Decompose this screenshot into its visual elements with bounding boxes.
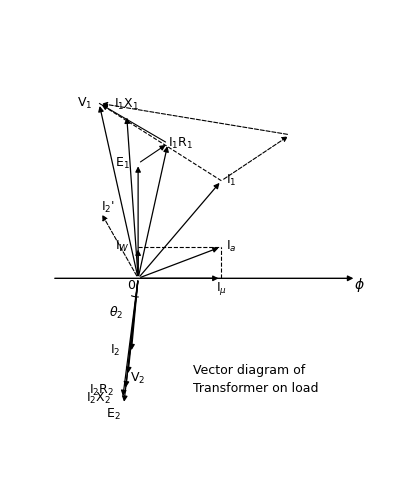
Text: E$_2$: E$_2$ [106,407,121,423]
Text: I$_2$': I$_2$' [100,200,114,215]
Text: I$_a$: I$_a$ [226,239,236,254]
Text: E$_1$: E$_1$ [114,156,129,171]
Text: I$_2$: I$_2$ [110,343,120,358]
Text: I$_2$X$_2$: I$_2$X$_2$ [86,391,111,406]
Text: I$_\mu$: I$_\mu$ [215,280,226,297]
Text: V$_1$: V$_1$ [77,96,92,111]
Text: I$_1$: I$_1$ [226,173,236,188]
Text: $\phi$: $\phi$ [353,276,363,294]
Text: I$_1$X$_1$: I$_1$X$_1$ [114,97,139,112]
Text: 0: 0 [126,279,134,292]
Text: V$_2$: V$_2$ [130,371,145,386]
Text: I$_2$R$_2$: I$_2$R$_2$ [89,383,114,398]
Text: I$_W$: I$_W$ [114,239,129,254]
Text: Vector diagram of
Transformer on load: Vector diagram of Transformer on load [192,364,317,395]
Text: $\theta_2$: $\theta_2$ [109,305,123,321]
Text: I$_1$R$_1$: I$_1$R$_1$ [168,136,193,151]
